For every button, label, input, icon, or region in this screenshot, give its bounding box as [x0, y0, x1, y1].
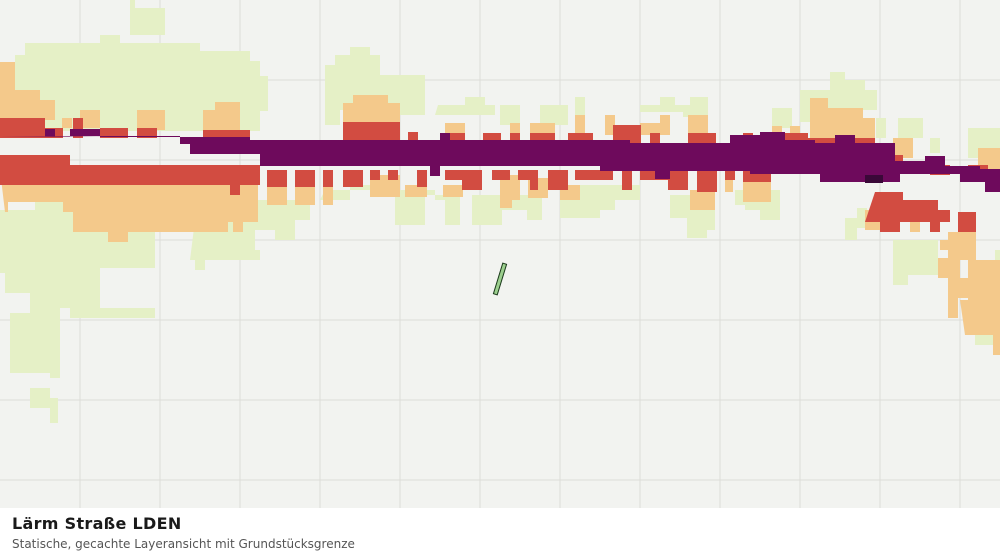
noise-zone-low — [0, 0, 1000, 423]
map-title: Lärm Straße LDEN — [12, 514, 182, 533]
noise-zone-very-high — [0, 129, 1000, 192]
noise-zone-max — [865, 175, 883, 183]
map-caption: Lärm Straße LDEN Statische, gecachte Lay… — [0, 508, 1000, 560]
map-subtitle: Statische, gecachte Layeransicht mit Gru… — [12, 537, 355, 551]
parcel-boundary — [492, 262, 508, 296]
noise-zone-mid — [0, 62, 1000, 355]
map-view — [0, 0, 1000, 508]
